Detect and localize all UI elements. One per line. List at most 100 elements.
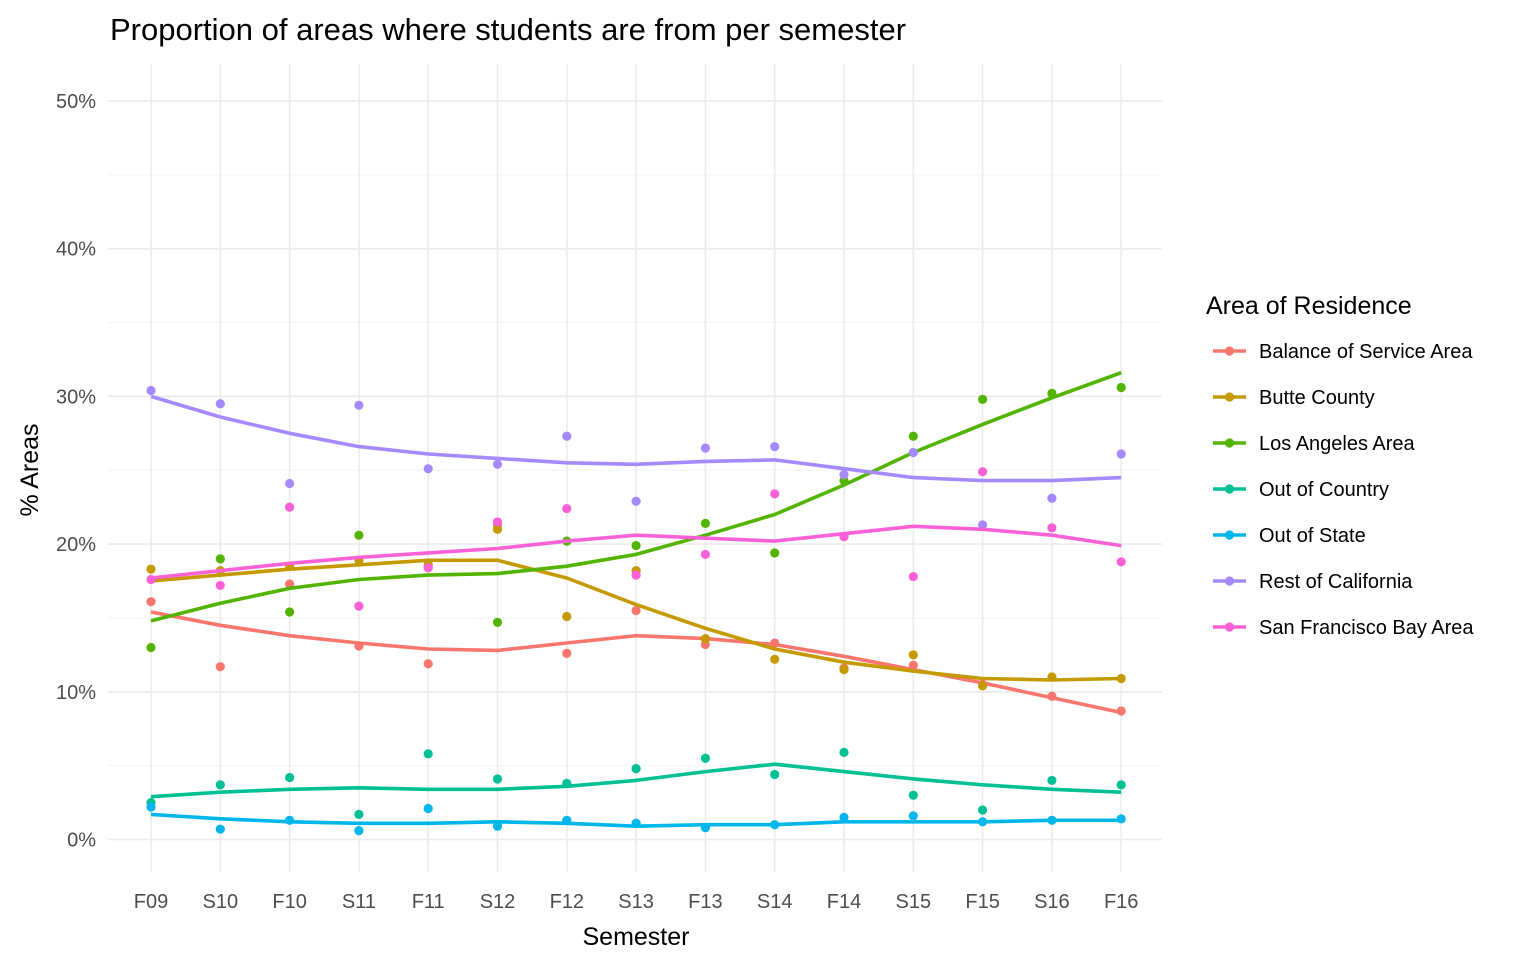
data-point: [285, 579, 295, 589]
data-point: [631, 605, 641, 616]
data-point: [839, 532, 849, 542]
y-tick-label: 50%: [56, 91, 96, 113]
y-tick-label: 20%: [56, 534, 96, 556]
data-point: [562, 611, 572, 622]
data-point: [1116, 706, 1126, 716]
data-point: [354, 826, 364, 836]
data-point: [215, 780, 225, 790]
data-point: [146, 564, 156, 574]
data-point: [1116, 673, 1126, 684]
x-tick-label: F10: [272, 891, 306, 913]
legend-title: Area of Residence: [1206, 292, 1412, 320]
data-point: [1047, 493, 1057, 503]
data-point: [423, 659, 433, 669]
data-point: [146, 597, 156, 607]
data-point: [700, 753, 711, 763]
data-point: [908, 571, 918, 582]
x-tick-label: S11: [342, 891, 376, 913]
legend-item: Out of State: [1213, 525, 1366, 547]
x-tick-label: F16: [1104, 891, 1138, 913]
data-point: [978, 394, 988, 404]
data-point: [285, 607, 295, 617]
data-point: [908, 660, 918, 670]
data-point: [492, 617, 503, 627]
data-point: [492, 517, 503, 527]
data-point: [978, 805, 988, 815]
trend-line: [150, 394, 1122, 483]
series-san-francisco-bay-area: [146, 467, 1126, 611]
data-point: [839, 665, 849, 675]
legend-item: Balance of Service Area: [1213, 341, 1473, 363]
data-point: [1047, 691, 1057, 701]
data-point: [215, 662, 225, 672]
trend-line: [150, 610, 1122, 715]
data-point: [770, 654, 780, 664]
data-point: [1116, 557, 1126, 567]
data-point: [1116, 382, 1126, 393]
data-point: [839, 470, 849, 480]
data-point: [700, 443, 711, 453]
y-tick-label: 10%: [56, 682, 96, 704]
legend-key-point: [1224, 346, 1235, 356]
x-tick-label: S13: [618, 891, 654, 913]
data-point: [1047, 672, 1057, 682]
data-point: [354, 601, 364, 611]
data-point: [839, 812, 849, 822]
x-tick-label: S15: [896, 891, 932, 913]
legend-item: Out of Country: [1213, 479, 1389, 501]
x-axis-title: Semester: [583, 923, 690, 951]
data-point: [631, 496, 641, 506]
data-point: [354, 809, 364, 819]
trend-line: [150, 371, 1122, 623]
data-point: [1047, 815, 1057, 825]
legend-label: Out of Country: [1259, 479, 1389, 501]
x-tick-label: S16: [1034, 891, 1070, 913]
x-tick-label: F11: [412, 891, 445, 913]
data-point: [492, 459, 503, 469]
data-point: [215, 554, 225, 564]
x-tick-label: S12: [480, 891, 516, 913]
data-point: [908, 431, 918, 441]
data-point: [1047, 523, 1057, 533]
data-point: [285, 772, 295, 783]
legend-label: Out of State: [1259, 525, 1366, 547]
series-out-of-country: [146, 747, 1126, 819]
data-point: [1047, 388, 1057, 399]
legend-label: San Francisco Bay Area: [1259, 617, 1474, 639]
data-point: [631, 763, 641, 774]
data-point: [146, 802, 156, 812]
legend-key-point: [1224, 438, 1235, 448]
trend-line: [150, 558, 1122, 682]
data-point: [354, 641, 364, 651]
series-rest-of-california: [146, 385, 1126, 530]
data-point: [1116, 780, 1126, 790]
data-point: [562, 815, 572, 825]
data-point: [770, 769, 780, 780]
x-tick-label: F15: [965, 891, 999, 913]
x-tick-label: S14: [757, 891, 793, 913]
data-point: [770, 489, 780, 499]
legend-label: Balance of Service Area: [1259, 341, 1473, 363]
y-tick-label: 30%: [56, 386, 96, 408]
x-tick-label: F13: [688, 891, 722, 913]
data-point: [492, 774, 503, 784]
data-point: [700, 823, 711, 833]
data-point: [631, 818, 641, 828]
data-point: [908, 650, 918, 660]
x-tick-label: F14: [827, 891, 861, 913]
grid: [108, 64, 1162, 872]
data-point: [1116, 449, 1126, 459]
legend: Area of Residence Balance of Service Are…: [1206, 292, 1474, 639]
chart-title: Proportion of areas where students are f…: [110, 12, 906, 47]
trend-line: [150, 762, 1122, 799]
data-point: [770, 820, 780, 830]
data-point: [423, 803, 433, 814]
series-los-angeles-area: [146, 371, 1126, 653]
data-point: [978, 520, 988, 530]
data-point: [978, 467, 988, 477]
data-point: [146, 574, 156, 585]
legend-item: San Francisco Bay Area: [1213, 617, 1474, 639]
data-point: [908, 447, 918, 458]
y-tick-label: 0%: [67, 830, 96, 852]
